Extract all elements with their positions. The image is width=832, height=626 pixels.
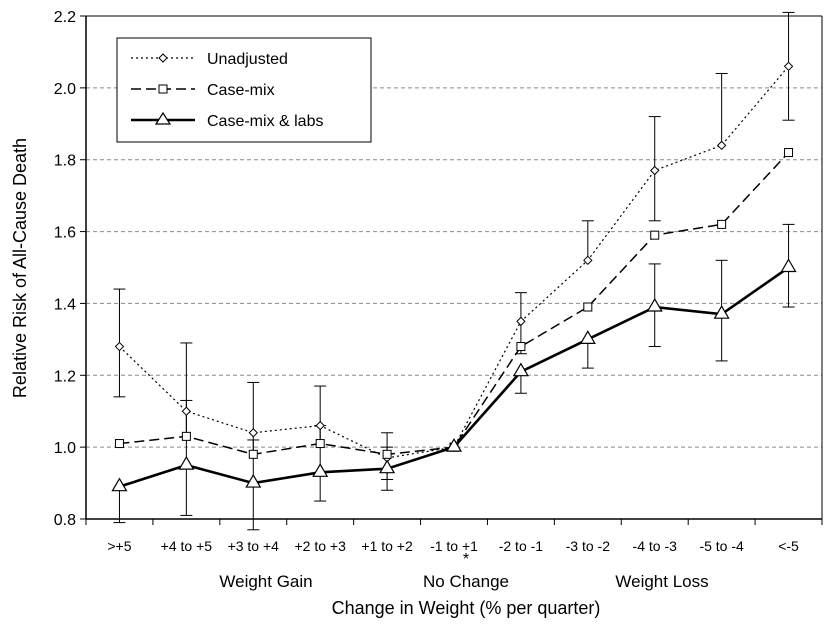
data-point-unadjusted	[114, 341, 125, 352]
data-point-case-mix	[248, 449, 258, 459]
data-point-unadjusted	[716, 140, 727, 151]
axes	[80, 15, 823, 525]
data-point-unadjusted	[650, 165, 660, 176]
data-point-case-mix-labs	[713, 305, 730, 319]
group-label-no-change: No Change	[423, 572, 509, 591]
x-tick-label: +3 to +4	[228, 538, 280, 554]
legend-label-case-mix-labs: Case-mix & labs	[207, 113, 323, 130]
x-tick-label: -4 to -3	[633, 538, 678, 554]
x-tick-label: -3 to -2	[566, 538, 611, 554]
series-markers	[111, 61, 797, 492]
error-bars	[113, 11, 795, 531]
x-tick-label: -5 to -4	[699, 538, 744, 554]
y-tick-label: 1.4	[54, 296, 76, 313]
y-tick-label: 0.8	[54, 512, 76, 529]
data-point-case-mix	[181, 431, 191, 441]
x-tick-label: >+5	[107, 538, 131, 554]
x-tick-label: +2 to +3	[294, 538, 346, 554]
data-point-case-mix-labs	[379, 459, 396, 474]
legend-marker-case-mix-labs	[154, 111, 172, 125]
data-point-unadjusted	[516, 316, 526, 327]
y-tick-label: 1.6	[54, 225, 76, 242]
x-axis-title: Change in Weight (% per quarter)	[332, 598, 601, 618]
data-point-case-mix-labs	[512, 362, 529, 377]
group-label-weight-gain: Weight Gain	[219, 572, 312, 591]
reference-marker: *	[463, 551, 469, 568]
data-point-unadjusted	[583, 255, 593, 266]
series-line-diamond	[119, 65, 790, 459]
data-point-case-mix-labs	[111, 477, 128, 492]
legend-marker-case-mix	[158, 84, 168, 94]
legend-label-unadjusted: Unadjusted	[207, 51, 288, 68]
x-tick-label: +1 to +2	[361, 538, 413, 554]
data-point-case-mix	[583, 302, 593, 312]
tick-labels: 0.8 1.0 1.2 1.4 1.6 1.8 2.0 2.2 >+5 +4 to +5 +3 to…	[54, 9, 799, 554]
group-label-weight-loss: Weight Loss	[615, 572, 708, 591]
x-tick-label: -1 to +1	[430, 538, 478, 554]
legend-label-case-mix: Case-mix	[207, 82, 275, 99]
y-tick-label: 2.0	[54, 81, 76, 98]
data-point-case-mix	[315, 439, 325, 449]
data-point-case-mix	[784, 148, 794, 158]
data-point-unadjusted	[315, 420, 325, 431]
data-point-unadjusted	[248, 428, 258, 438]
data-point-case-mix-labs	[579, 330, 596, 344]
data-point-unadjusted	[181, 406, 192, 416]
y-axis-title: Relative Risk of All-Cause Death	[10, 138, 30, 398]
x-tick-label: <-5	[778, 538, 799, 554]
data-point-unadjusted	[783, 61, 794, 72]
data-point-case-mix	[382, 449, 392, 459]
data-point-case-mix-labs	[178, 455, 195, 470]
y-tick-label: 1.8	[54, 153, 76, 170]
data-point-case-mix-labs	[245, 473, 262, 488]
data-point-case-mix	[717, 219, 727, 229]
y-tick-label: 1.0	[54, 440, 76, 457]
data-point-case-mix-labs	[646, 297, 663, 312]
x-tick-label: -2 to -1	[499, 538, 544, 554]
data-point-case-mix-labs	[445, 437, 463, 452]
data-point-case-mix	[114, 439, 124, 449]
data-point-case-mix	[650, 230, 660, 240]
data-point-case-mix-labs	[312, 463, 329, 477]
y-tick-label: 1.2	[54, 368, 76, 385]
legend-marker-unadjusted	[158, 53, 168, 63]
legend: Unadjusted Case-mix Case-mix & labs	[116, 37, 372, 143]
data-point-case-mix-labs	[780, 258, 797, 273]
data-point-case-mix	[516, 342, 526, 352]
y-tick-label: 2.2	[54, 9, 76, 26]
series-line-triangle	[119, 266, 790, 488]
x-tick-label: +4 to +5	[161, 538, 213, 554]
